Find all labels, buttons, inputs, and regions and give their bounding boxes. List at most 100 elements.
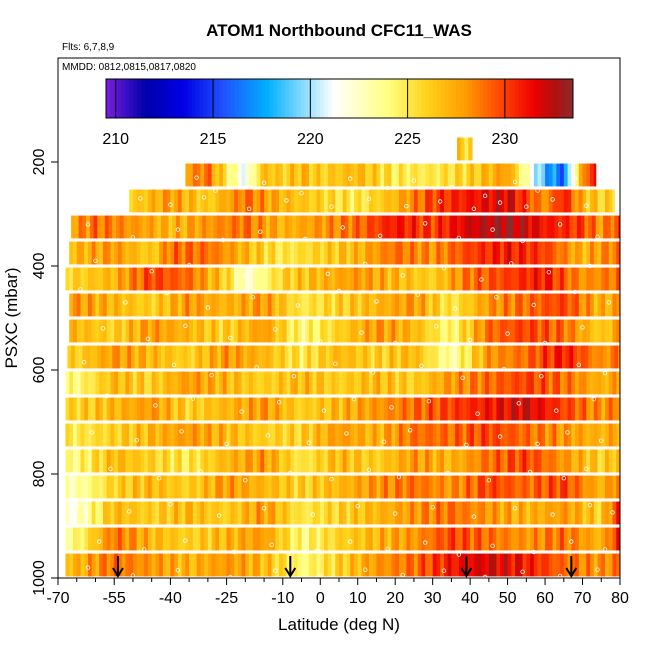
heat-cell xyxy=(271,553,276,577)
heat-cell xyxy=(571,553,576,577)
heat-cell xyxy=(339,293,344,317)
heat-cell xyxy=(353,397,359,421)
sample-point xyxy=(404,203,409,209)
heat-cell xyxy=(76,319,82,343)
heat-cell xyxy=(402,423,408,447)
heat-cell xyxy=(376,423,381,447)
heat-cell xyxy=(316,293,321,317)
heat-cell xyxy=(136,319,142,343)
heat-cell xyxy=(560,267,565,291)
heat-cell xyxy=(215,449,220,473)
heat-cell xyxy=(286,475,291,499)
heat-cell xyxy=(582,449,587,473)
heat-cell xyxy=(196,475,201,499)
heat-cell xyxy=(556,475,561,499)
heat-cell xyxy=(294,397,299,421)
heat-cell xyxy=(69,475,74,499)
heat-cell xyxy=(522,475,527,499)
heat-cell xyxy=(196,423,201,447)
heat-cell xyxy=(530,475,535,499)
heat-cell xyxy=(380,371,385,395)
heat-cell xyxy=(279,501,284,525)
heat-cell xyxy=(590,189,595,213)
colorbar-segment xyxy=(534,79,539,118)
heat-cell xyxy=(387,241,393,265)
sample-point xyxy=(201,195,207,200)
heat-cell xyxy=(530,267,535,291)
heat-cell xyxy=(507,163,512,187)
heat-cell xyxy=(563,371,569,395)
heat-cell xyxy=(425,423,430,447)
heat-cell xyxy=(80,553,85,577)
heat-cell xyxy=(481,449,486,473)
heat-cell xyxy=(245,189,250,213)
heat-cell xyxy=(327,267,333,291)
heat-cell xyxy=(462,241,467,265)
heat-cell xyxy=(192,189,198,213)
heat-cell xyxy=(312,475,318,499)
heat-cell xyxy=(320,423,325,447)
heat-cell xyxy=(249,267,254,291)
heat-cell xyxy=(189,553,194,577)
heat-cell xyxy=(353,553,359,577)
heat-cell xyxy=(222,267,228,291)
heat-cell xyxy=(207,163,213,187)
heat-cell xyxy=(372,371,378,395)
heat-cell xyxy=(440,501,445,525)
heat-cell xyxy=(350,371,355,395)
heat-cell xyxy=(162,397,168,421)
heat-cell xyxy=(65,397,70,421)
heat-cell xyxy=(151,449,157,473)
heat-cell xyxy=(353,241,359,265)
heat-cell xyxy=(537,553,542,577)
heat-cell xyxy=(121,501,127,525)
heat-cell xyxy=(447,553,452,577)
heat-cell xyxy=(297,397,303,421)
heat-cell xyxy=(387,319,393,343)
heat-cell xyxy=(503,449,509,473)
heat-cell xyxy=(192,293,198,317)
heat-cell xyxy=(213,345,218,369)
heat-cell xyxy=(578,241,584,265)
heat-cell xyxy=(417,449,423,473)
heat-cell xyxy=(578,527,584,551)
colorbar-segment xyxy=(526,79,531,118)
heat-cell xyxy=(601,449,606,473)
heat-cell xyxy=(612,319,617,343)
heat-cell xyxy=(428,241,434,265)
heat-cell xyxy=(500,527,505,551)
heat-cell xyxy=(511,423,516,447)
heat-cell xyxy=(507,553,512,577)
colorbar-segment xyxy=(386,79,391,118)
heat-cell xyxy=(117,319,123,343)
heat-cell xyxy=(132,267,138,291)
heat-cell xyxy=(425,267,430,291)
heat-cell xyxy=(466,267,471,291)
heat-cell xyxy=(410,163,415,187)
heat-cell xyxy=(548,423,554,447)
heat-cell xyxy=(380,267,385,291)
heat-cell xyxy=(245,371,250,395)
heat-cell xyxy=(376,319,381,343)
heat-cell xyxy=(593,527,599,551)
heat-cell xyxy=(177,397,183,421)
heat-cell xyxy=(500,449,505,473)
heat-cell xyxy=(492,267,497,291)
heat-cell xyxy=(294,241,299,265)
heat-cell xyxy=(357,527,363,551)
heat-cell xyxy=(237,189,243,213)
sample-point xyxy=(119,367,124,373)
heat-cell xyxy=(398,267,404,291)
heat-cell xyxy=(189,397,194,421)
heat-cell xyxy=(204,501,209,525)
heat-cell xyxy=(605,553,610,577)
heat-cell xyxy=(391,553,396,577)
heat-cell xyxy=(219,241,224,265)
heat-cell xyxy=(286,501,291,525)
heat-cell xyxy=(383,449,389,473)
heat-cell xyxy=(421,527,426,551)
heat-cell xyxy=(357,423,363,447)
heat-cell xyxy=(451,163,456,187)
heat-cell xyxy=(324,501,329,525)
heat-cell xyxy=(365,553,370,577)
